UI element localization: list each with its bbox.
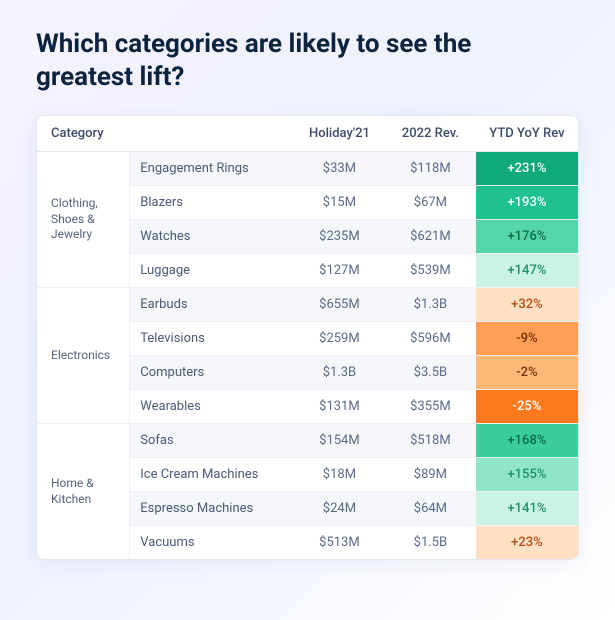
holiday21-value: $235M: [294, 220, 385, 254]
rev2022-value: $539M: [385, 254, 476, 288]
rev2022-value: $3.5B: [385, 356, 476, 390]
col-2022rev: 2022 Rev.: [385, 116, 476, 152]
rev2022-value: $596M: [385, 322, 476, 356]
yoy-value: +193%: [476, 186, 578, 220]
category-group: Electronics: [37, 288, 130, 424]
rev2022-value: $355M: [385, 390, 476, 424]
yoy-value: -25%: [476, 390, 578, 424]
holiday21-value: $154M: [294, 424, 385, 458]
category-table-card: Category Holiday'21 2022 Rev. YTD YoY Re…: [36, 115, 579, 560]
holiday21-value: $127M: [294, 254, 385, 288]
holiday21-value: $513M: [294, 526, 385, 560]
subcategory: Sofas: [130, 424, 294, 458]
subcategory: Engagement Rings: [130, 152, 294, 186]
subcategory: Ice Cream Machines: [130, 458, 294, 492]
table-row: Home &KitchenSofas$154M$518M+168%: [37, 424, 578, 458]
col-category: Category: [37, 116, 294, 152]
category-group: Clothing,Shoes &Jewelry: [37, 152, 130, 288]
yoy-value: -2%: [476, 356, 578, 390]
page-title: Which categories are likely to see the g…: [36, 28, 476, 93]
subcategory: Watches: [130, 220, 294, 254]
yoy-value: +32%: [476, 288, 578, 322]
yoy-value: +23%: [476, 526, 578, 560]
rev2022-value: $1.3B: [385, 288, 476, 322]
category-table: Category Holiday'21 2022 Rev. YTD YoY Re…: [37, 116, 578, 559]
holiday21-value: $1.3B: [294, 356, 385, 390]
holiday21-value: $259M: [294, 322, 385, 356]
table-row: ElectronicsEarbuds$655M$1.3B+32%: [37, 288, 578, 322]
col-ytd-yoy: YTD YoY Rev: [476, 116, 578, 152]
rev2022-value: $89M: [385, 458, 476, 492]
rev2022-value: $64M: [385, 492, 476, 526]
holiday21-value: $655M: [294, 288, 385, 322]
holiday21-value: $15M: [294, 186, 385, 220]
table-header-row: Category Holiday'21 2022 Rev. YTD YoY Re…: [37, 116, 578, 152]
subcategory: Earbuds: [130, 288, 294, 322]
rev2022-value: $67M: [385, 186, 476, 220]
subcategory: Televisions: [130, 322, 294, 356]
holiday21-value: $24M: [294, 492, 385, 526]
table-row: Clothing,Shoes &JewelryEngagement Rings$…: [37, 152, 578, 186]
rev2022-value: $518M: [385, 424, 476, 458]
category-group: Home &Kitchen: [37, 424, 130, 560]
yoy-value: +155%: [476, 458, 578, 492]
holiday21-value: $18M: [294, 458, 385, 492]
rev2022-value: $621M: [385, 220, 476, 254]
col-holiday21: Holiday'21: [294, 116, 385, 152]
yoy-value: +231%: [476, 152, 578, 186]
subcategory: Espresso Machines: [130, 492, 294, 526]
yoy-value: +141%: [476, 492, 578, 526]
yoy-value: -9%: [476, 322, 578, 356]
subcategory: Vacuums: [130, 526, 294, 560]
yoy-value: +147%: [476, 254, 578, 288]
subcategory: Luggage: [130, 254, 294, 288]
subcategory: Blazers: [130, 186, 294, 220]
subcategory: Wearables: [130, 390, 294, 424]
rev2022-value: $1.5B: [385, 526, 476, 560]
yoy-value: +176%: [476, 220, 578, 254]
holiday21-value: $33M: [294, 152, 385, 186]
yoy-value: +168%: [476, 424, 578, 458]
subcategory: Computers: [130, 356, 294, 390]
holiday21-value: $131M: [294, 390, 385, 424]
rev2022-value: $118M: [385, 152, 476, 186]
